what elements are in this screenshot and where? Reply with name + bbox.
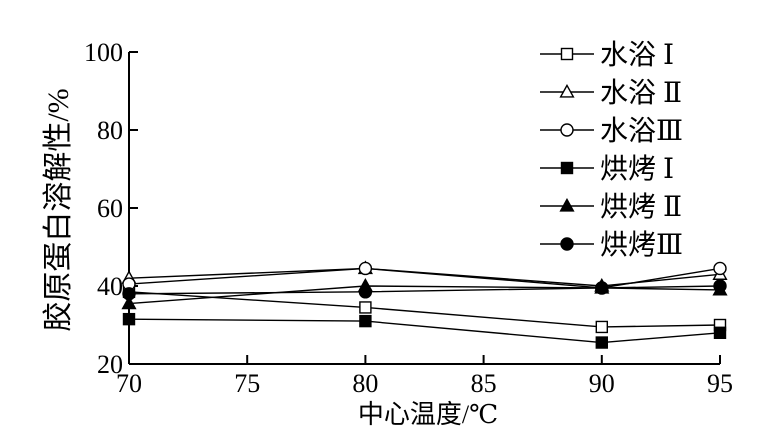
data-point <box>595 320 608 334</box>
series-line <box>128 291 721 328</box>
legend: 水浴 Ⅰ 水浴 Ⅱ 水浴Ⅲ 烘烤 Ⅰ 烘烤 Ⅱ 烘烤Ⅲ <box>540 39 683 261</box>
data-point <box>713 326 727 339</box>
data-point <box>359 314 372 328</box>
data-point <box>713 279 727 293</box>
legend-marker <box>560 123 574 137</box>
series-3 <box>122 261 727 295</box>
data-point <box>358 285 373 299</box>
x-tick-label: 95 <box>707 369 733 398</box>
data-point <box>122 287 136 301</box>
legend-item-1: 水浴 Ⅰ <box>540 39 674 71</box>
x-axis-label: 中心温度/℃ <box>358 400 498 429</box>
series-line <box>128 267 721 289</box>
legend-label: 烘烤 Ⅰ <box>600 153 674 185</box>
series-6 <box>122 279 727 301</box>
legend-marker <box>560 47 574 61</box>
legend-label: 水浴 Ⅰ <box>600 39 674 71</box>
y-tick-label: 100 <box>84 38 123 67</box>
data-point <box>358 261 373 276</box>
series-layer <box>121 260 728 349</box>
legend-label: 水浴Ⅲ <box>600 115 683 147</box>
legend-item-3: 水浴Ⅲ <box>540 115 683 147</box>
y-tick-label: 80 <box>97 116 123 145</box>
legend-marker <box>559 197 575 212</box>
y-axis-label: 胶原蛋白溶解性/% <box>42 88 75 331</box>
legend-label: 烘烤 Ⅱ <box>600 191 682 223</box>
data-point <box>595 281 609 295</box>
legend-label: 水浴 Ⅱ <box>600 77 682 109</box>
legend-item-6: 烘烤Ⅲ <box>540 229 683 261</box>
series-line <box>128 285 721 295</box>
legend-marker <box>560 161 574 175</box>
legend-item-5: 烘烤 Ⅱ <box>540 191 682 223</box>
data-point <box>359 301 372 314</box>
legend-marker <box>559 83 575 98</box>
x-tick-label: 80 <box>352 369 378 398</box>
legend-item-4: 烘烤 Ⅰ <box>540 153 674 185</box>
series-line <box>128 267 721 287</box>
legend-marker <box>560 237 574 251</box>
legend-label: 烘烤Ⅲ <box>600 229 683 261</box>
x-tick-label: 85 <box>471 369 497 398</box>
data-point <box>122 312 136 326</box>
data-point <box>713 261 727 276</box>
y-tick-label: 20 <box>97 350 123 379</box>
series-line <box>128 285 721 305</box>
x-tick-label: 90 <box>589 369 615 398</box>
axes: 20 40 60 80 100 70 75 80 85 90 95 <box>84 38 733 398</box>
y-tick-label: 60 <box>97 194 123 223</box>
data-point <box>121 295 137 310</box>
y-tick-label: 40 <box>97 272 123 301</box>
series-5 <box>121 277 728 310</box>
x-tick-label: 70 <box>116 369 142 398</box>
data-point <box>595 336 608 349</box>
legend-item-2: 水浴 Ⅱ <box>540 77 682 109</box>
x-tick-label: 75 <box>234 369 260 398</box>
series-line <box>128 318 721 344</box>
series-4 <box>122 312 727 349</box>
